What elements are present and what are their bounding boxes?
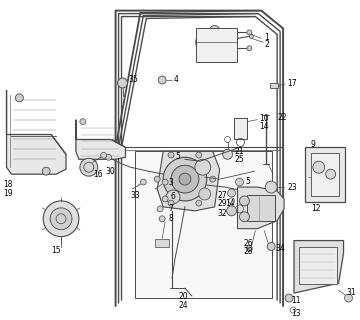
Circle shape [222,149,233,159]
Bar [196,28,238,62]
Circle shape [345,294,352,302]
Circle shape [162,179,168,185]
Circle shape [265,181,277,193]
Text: 18: 18 [4,180,13,188]
Text: 21: 21 [234,147,244,156]
Text: 1: 1 [264,33,269,42]
Text: 27: 27 [218,191,227,200]
Circle shape [80,158,98,176]
Circle shape [239,196,249,206]
Circle shape [50,208,72,230]
Text: 19: 19 [4,189,13,198]
Text: 25: 25 [234,155,244,164]
Text: 7: 7 [168,204,173,213]
Text: 5: 5 [175,152,180,161]
Circle shape [159,216,165,222]
Circle shape [210,176,216,182]
Bar [135,151,272,298]
Bar [270,83,278,88]
Text: 33: 33 [130,191,140,200]
Circle shape [235,178,243,186]
Circle shape [140,179,146,185]
Circle shape [166,190,180,204]
Text: 6: 6 [170,192,175,202]
Text: 2: 2 [264,40,269,49]
Bar [234,118,247,140]
Circle shape [239,212,249,222]
Text: 34: 34 [275,244,285,253]
Circle shape [285,294,293,302]
Text: 31: 31 [347,288,356,297]
Polygon shape [76,120,126,159]
Text: 35: 35 [129,76,138,84]
Text: 32: 32 [218,209,227,218]
Text: 17: 17 [287,79,297,88]
Circle shape [15,94,23,102]
Text: 3: 3 [168,178,173,187]
Text: 14: 14 [259,122,269,131]
Circle shape [247,30,252,35]
Circle shape [162,196,168,202]
Circle shape [154,176,160,182]
Circle shape [43,201,79,236]
Circle shape [267,243,275,251]
Circle shape [195,159,211,175]
Circle shape [171,165,199,193]
Polygon shape [157,151,220,211]
Circle shape [226,206,237,216]
Text: 23: 23 [287,182,297,192]
Circle shape [228,189,235,197]
Text: 8: 8 [168,214,173,223]
Bar [311,153,339,196]
Text: 11: 11 [291,296,301,305]
Circle shape [157,206,163,212]
Circle shape [249,34,253,38]
Circle shape [210,26,220,36]
Circle shape [313,161,325,173]
Text: 26: 26 [243,239,253,248]
Bar [305,148,345,202]
Circle shape [326,169,336,179]
Circle shape [42,167,50,175]
Bar [155,239,169,246]
Text: 29: 29 [218,199,227,208]
Circle shape [80,119,86,124]
Circle shape [158,76,166,84]
Circle shape [196,200,202,206]
Text: 28: 28 [243,247,253,256]
Circle shape [118,78,127,88]
Text: 4: 4 [174,75,179,84]
Text: 5: 5 [246,177,250,186]
Circle shape [168,152,174,158]
Text: 22: 22 [277,113,287,122]
Circle shape [179,173,191,185]
Text: 12: 12 [311,204,320,213]
Polygon shape [294,241,343,293]
Circle shape [199,188,211,200]
Text: 20: 20 [178,292,188,300]
Circle shape [246,245,252,252]
Circle shape [247,46,252,51]
Text: 14: 14 [226,199,235,208]
Circle shape [196,152,202,158]
Circle shape [101,152,107,158]
Circle shape [217,44,233,60]
Text: 15: 15 [51,246,61,255]
Text: 9: 9 [311,140,316,149]
Circle shape [163,157,207,201]
Circle shape [168,200,174,206]
Text: 10: 10 [259,114,269,123]
Text: 24: 24 [178,301,188,310]
Circle shape [196,30,220,54]
Polygon shape [6,90,66,174]
Bar [299,246,337,284]
Circle shape [105,154,112,160]
Text: 16: 16 [93,170,102,179]
Text: 30: 30 [105,167,116,176]
Bar [247,195,275,221]
Polygon shape [238,187,284,229]
Text: 13: 13 [291,309,301,318]
